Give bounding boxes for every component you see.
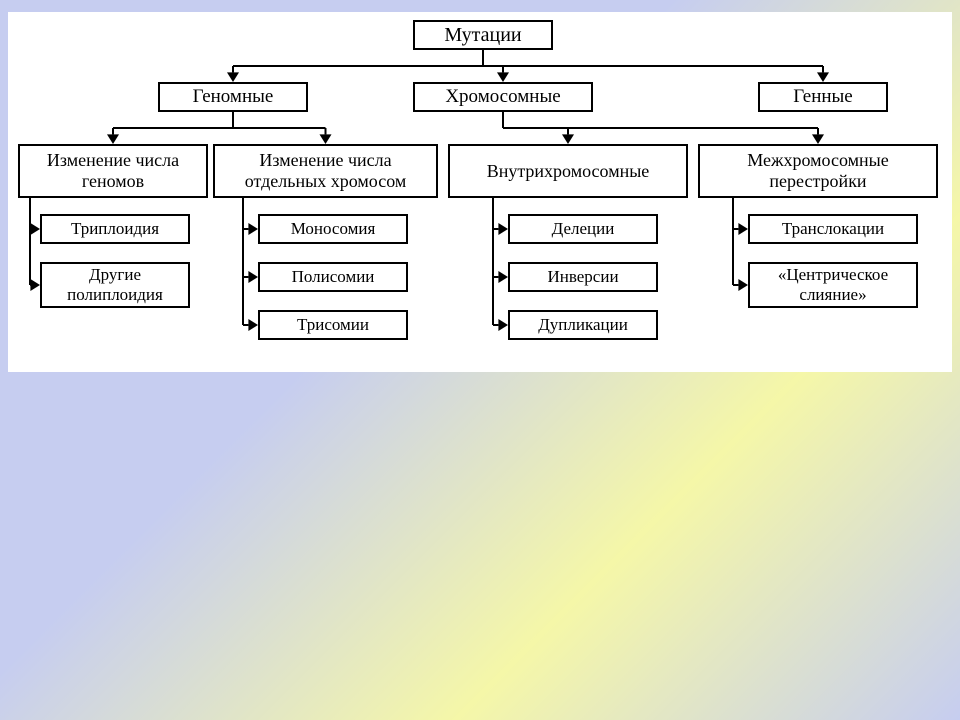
page-background: Мутации Геномные Хромосомные Генные Изме… (0, 0, 960, 720)
node-triploidy-label: Триплоидия (71, 219, 159, 239)
node-deletion-label: Делеции (552, 219, 615, 239)
node-chromosomal-label: Хромосомные (445, 86, 560, 108)
node-centric-fusion: «Центрическое слияние» (748, 262, 918, 308)
node-gene: Генные (758, 82, 888, 112)
node-chrom-count-label: Изменение числа отдельных хромосом (219, 150, 432, 191)
node-duplication-label: Дупликации (538, 315, 628, 335)
node-centric-fusion-label: «Центрическое слияние» (754, 265, 912, 304)
node-genomic: Геномные (158, 82, 308, 112)
node-gene-label: Генные (793, 86, 853, 108)
node-intrachrom-label: Внутрихромосомные (487, 161, 650, 182)
node-chrom-count: Изменение числа отдельных хромосом (213, 144, 438, 198)
node-polyploidy-label: Другие полиплоидия (46, 265, 184, 304)
node-interchrom: Межхромосомные перестройки (698, 144, 938, 198)
node-translocation-label: Транслокации (782, 219, 884, 239)
node-genomic-label: Геномные (193, 86, 274, 108)
node-root: Мутации (413, 20, 553, 50)
node-chromosomal: Хромосомные (413, 82, 593, 112)
node-root-label: Мутации (444, 24, 521, 47)
node-polysomy-label: Полисомии (292, 267, 375, 287)
node-interchrom-label: Межхромосомные перестройки (704, 150, 932, 191)
node-intrachrom: Внутрихромосомные (448, 144, 688, 198)
node-trisomy: Трисомии (258, 310, 408, 340)
mutation-diagram: Мутации Геномные Хромосомные Генные Изме… (8, 12, 952, 372)
node-inversion-label: Инверсии (547, 267, 618, 287)
node-triploidy: Триплоидия (40, 214, 190, 244)
node-duplication: Дупликации (508, 310, 658, 340)
node-translocation: Транслокации (748, 214, 918, 244)
node-deletion: Делеции (508, 214, 658, 244)
node-polyploidy: Другие полиплоидия (40, 262, 190, 308)
node-monosomy-label: Моносомия (291, 219, 376, 239)
node-polysomy: Полисомии (258, 262, 408, 292)
node-genome-count: Изменение числа геномов (18, 144, 208, 198)
node-genome-count-label: Изменение числа геномов (24, 150, 202, 191)
node-monosomy: Моносомия (258, 214, 408, 244)
node-inversion: Инверсии (508, 262, 658, 292)
node-trisomy-label: Трисомии (297, 315, 369, 335)
